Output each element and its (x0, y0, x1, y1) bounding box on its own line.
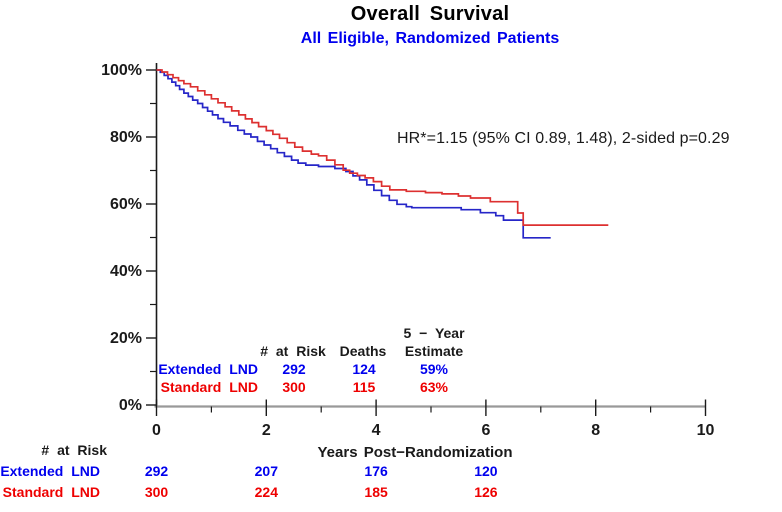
x-tick-label-8: 8 (591, 422, 601, 439)
y-tick-label-60%: 60% (109, 196, 142, 213)
y-tick-label-20%: 20% (109, 330, 142, 347)
chart-title: Overall Survival (350, 3, 510, 25)
risk-count: 300 (144, 484, 169, 500)
risk-count: 120 (474, 463, 498, 479)
summary-header-deaths: Deaths (339, 343, 387, 359)
estimate-value: 63% (419, 379, 449, 395)
x-tick-label-10: 10 (696, 422, 715, 439)
risk-count: 292 (144, 463, 169, 479)
risk-count: 176 (364, 463, 388, 479)
x-axis-label: Years Post−Randomization (317, 444, 513, 461)
risk-row-label-standard: Standard LND (2, 484, 100, 500)
risk-table-header: # at Risk (41, 442, 107, 458)
y-tick-label-100%: 100% (101, 62, 142, 79)
at-risk-value: 292 (282, 361, 306, 377)
x-tick-label-6: 6 (481, 422, 491, 439)
estimate-value: 59% (419, 361, 449, 377)
summary-header-estimate-line2: Estimate (404, 343, 464, 359)
km-curve-standard-lnd (156, 69, 609, 226)
series-label: Standard LND (160, 379, 258, 395)
summary-header-estimate-line1: 5 − Year (403, 325, 465, 341)
series-label: Extended LND (158, 361, 258, 377)
risk-count: 185 (364, 484, 388, 500)
y-tick-label-80%: 80% (109, 129, 142, 146)
deaths-value: 124 (352, 361, 376, 377)
risk-row-label-extended: Extended LND (0, 463, 100, 479)
y-tick-label-40%: 40% (109, 263, 142, 280)
km-curve-extended-lnd (156, 69, 551, 239)
x-tick-label-0: 0 (152, 422, 161, 439)
chart-subtitle: All Eligible, Randomized Patients (300, 30, 560, 47)
risk-count: 126 (474, 484, 498, 500)
x-tick-label-2: 2 (261, 422, 271, 439)
y-tick-label-0%: 0% (118, 397, 142, 414)
risk-count: 207 (254, 463, 278, 479)
risk-count: 224 (254, 484, 278, 500)
x-tick-label-4: 4 (371, 422, 381, 439)
deaths-value: 115 (352, 379, 376, 395)
summary-header-at-risk: # at Risk (260, 343, 326, 359)
at-risk-value: 300 (282, 379, 306, 395)
hazard-ratio-annotation: HR*=1.15 (95% CI 0.89, 1.48), 2-sided p=… (397, 130, 730, 147)
